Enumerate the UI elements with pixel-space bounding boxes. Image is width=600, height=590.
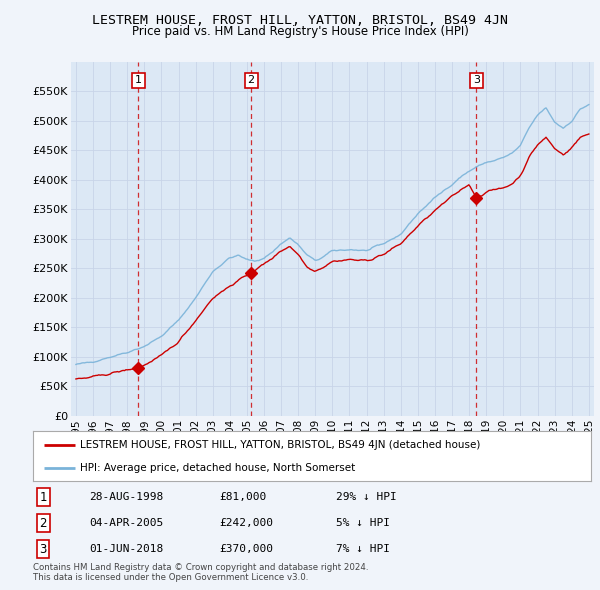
Text: 7% ↓ HPI: 7% ↓ HPI — [336, 545, 390, 554]
Text: 01-JUN-2018: 01-JUN-2018 — [89, 545, 163, 554]
Text: 29% ↓ HPI: 29% ↓ HPI — [336, 493, 397, 502]
Text: 1: 1 — [135, 76, 142, 86]
Text: £242,000: £242,000 — [219, 519, 273, 528]
Text: 3: 3 — [473, 76, 480, 86]
Text: 2: 2 — [40, 517, 47, 530]
Text: LESTREM HOUSE, FROST HILL, YATTON, BRISTOL, BS49 4JN (detached house): LESTREM HOUSE, FROST HILL, YATTON, BRIST… — [80, 440, 481, 450]
Text: Contains HM Land Registry data © Crown copyright and database right 2024.: Contains HM Land Registry data © Crown c… — [33, 563, 368, 572]
Text: £370,000: £370,000 — [219, 545, 273, 554]
Text: 1: 1 — [40, 491, 47, 504]
Text: £81,000: £81,000 — [219, 493, 266, 502]
Text: 28-AUG-1998: 28-AUG-1998 — [89, 493, 163, 502]
Text: This data is licensed under the Open Government Licence v3.0.: This data is licensed under the Open Gov… — [33, 573, 308, 582]
Text: 04-APR-2005: 04-APR-2005 — [89, 519, 163, 528]
Text: 3: 3 — [40, 543, 47, 556]
Text: Price paid vs. HM Land Registry's House Price Index (HPI): Price paid vs. HM Land Registry's House … — [131, 25, 469, 38]
Text: LESTREM HOUSE, FROST HILL, YATTON, BRISTOL, BS49 4JN: LESTREM HOUSE, FROST HILL, YATTON, BRIST… — [92, 14, 508, 27]
Text: HPI: Average price, detached house, North Somerset: HPI: Average price, detached house, Nort… — [80, 463, 356, 473]
Text: 5% ↓ HPI: 5% ↓ HPI — [336, 519, 390, 528]
Text: 2: 2 — [248, 76, 255, 86]
